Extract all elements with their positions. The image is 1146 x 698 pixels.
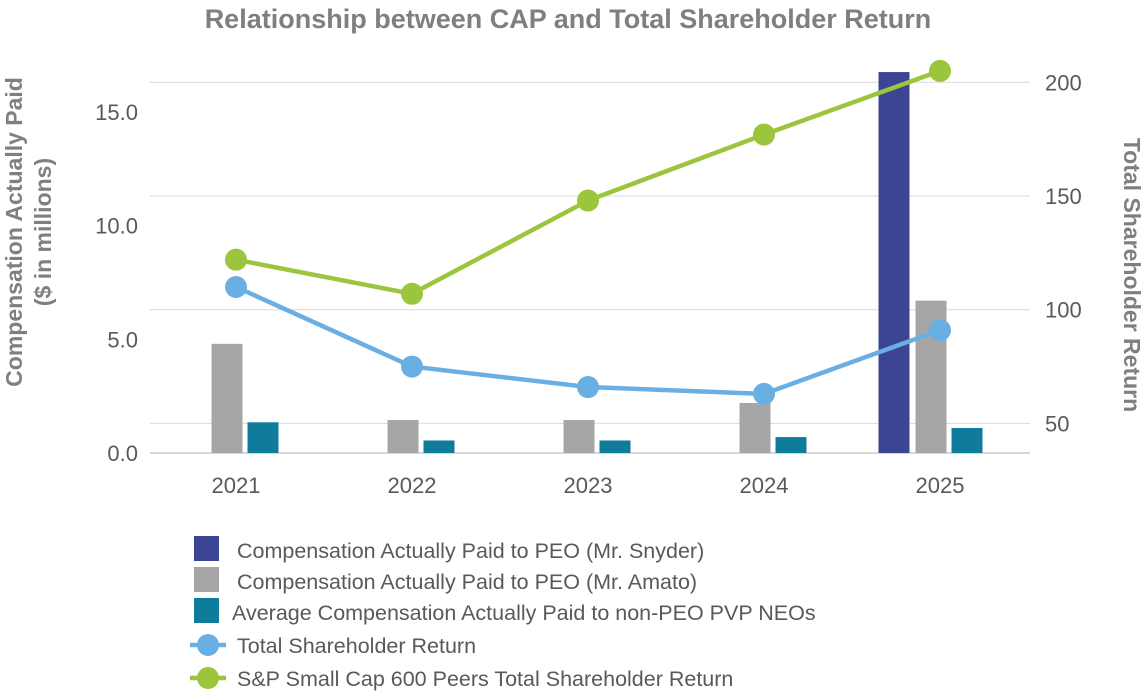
x-tick-label-2023: 2023: [564, 473, 613, 498]
y2-tick-label-3: 200: [1045, 70, 1082, 95]
legend-label-2: Average Compensation Actually Paid to no…: [232, 601, 816, 625]
bar-s2-2025: [951, 427, 983, 453]
legend-label-line-1: S&P Small Cap 600 Peers Total Shareholde…: [237, 667, 733, 691]
x-tick-label-2021: 2021: [212, 473, 261, 498]
bar-s2-2023: [599, 440, 631, 453]
y2-axis-title-text: Total Shareholder Return: [1119, 138, 1145, 412]
y2-axis-title: Total Shareholder Return: [1119, 138, 1145, 412]
line-point-s1-2024: [753, 123, 775, 146]
line-point-s1-2021: [225, 248, 247, 271]
y-axis-title-line-2: ($ in millions): [30, 158, 56, 306]
line-point-s0-2021: [225, 275, 247, 298]
y2-tick-label-1: 100: [1045, 298, 1082, 323]
line-point-s0-2023: [577, 376, 599, 399]
legend-marker-0: [197, 634, 219, 656]
legend-label-0: Compensation Actually Paid to PEO (Mr. S…: [237, 539, 704, 563]
bar-s0-2025: [878, 72, 910, 454]
line-point-s1-2025: [929, 59, 951, 82]
bar-s2-2022: [423, 440, 455, 453]
y-axis-title: Compensation Actually Paid ($ in million…: [1, 77, 56, 387]
legend-marker-1: [197, 667, 219, 689]
line-point-s1-2022: [401, 282, 423, 305]
bars: [211, 72, 983, 454]
line-point-s0-2024: [753, 382, 775, 405]
y-tick-label-2: 10.0: [95, 214, 138, 239]
lines: [225, 59, 951, 405]
legend-swatch-0: [194, 536, 219, 561]
line-point-s0-2022: [401, 355, 423, 378]
legend-label-line-0: Total Shareholder Return: [237, 634, 476, 658]
x-tick-label-2025: 2025: [916, 473, 965, 498]
y2-tick-label-0: 50: [1045, 411, 1069, 436]
x-tick-label-2022: 2022: [388, 473, 437, 498]
y-tick-label-3: 15.0: [95, 100, 138, 125]
y-tick-label-1: 5.0: [107, 327, 138, 352]
line-point-s1-2023: [577, 189, 599, 212]
legend-swatch-1: [194, 567, 219, 592]
bar-s2-2021: [247, 422, 279, 453]
bar-s1-2023: [563, 420, 595, 453]
bar-s1-2022: [387, 420, 419, 453]
line-point-s0-2025: [929, 319, 951, 342]
bar-s2-2024: [775, 437, 807, 453]
x-tick-label-2024: 2024: [740, 473, 789, 498]
legend-swatch-2: [194, 598, 219, 623]
line-series-1: [235, 68, 941, 297]
bar-s1-2021: [211, 343, 243, 453]
y-tick-label-0: 0.0: [107, 441, 138, 466]
y2-tick-label-2: 150: [1045, 184, 1082, 209]
bar-s1-2024: [739, 402, 771, 453]
chart-title: Relationship between CAP and Total Share…: [205, 4, 932, 34]
ticks: 0.0 5.0 10.0 15.0 50 100 150 200 2021 2022 2023 202…: [95, 70, 1082, 498]
y-axis-title-line-1: Compensation Actually Paid: [1, 77, 27, 387]
legend-label-1: Compensation Actually Paid to PEO (Mr. A…: [237, 570, 697, 594]
legend: Compensation Actually Paid to PEO (Mr. S…: [190, 536, 816, 691]
